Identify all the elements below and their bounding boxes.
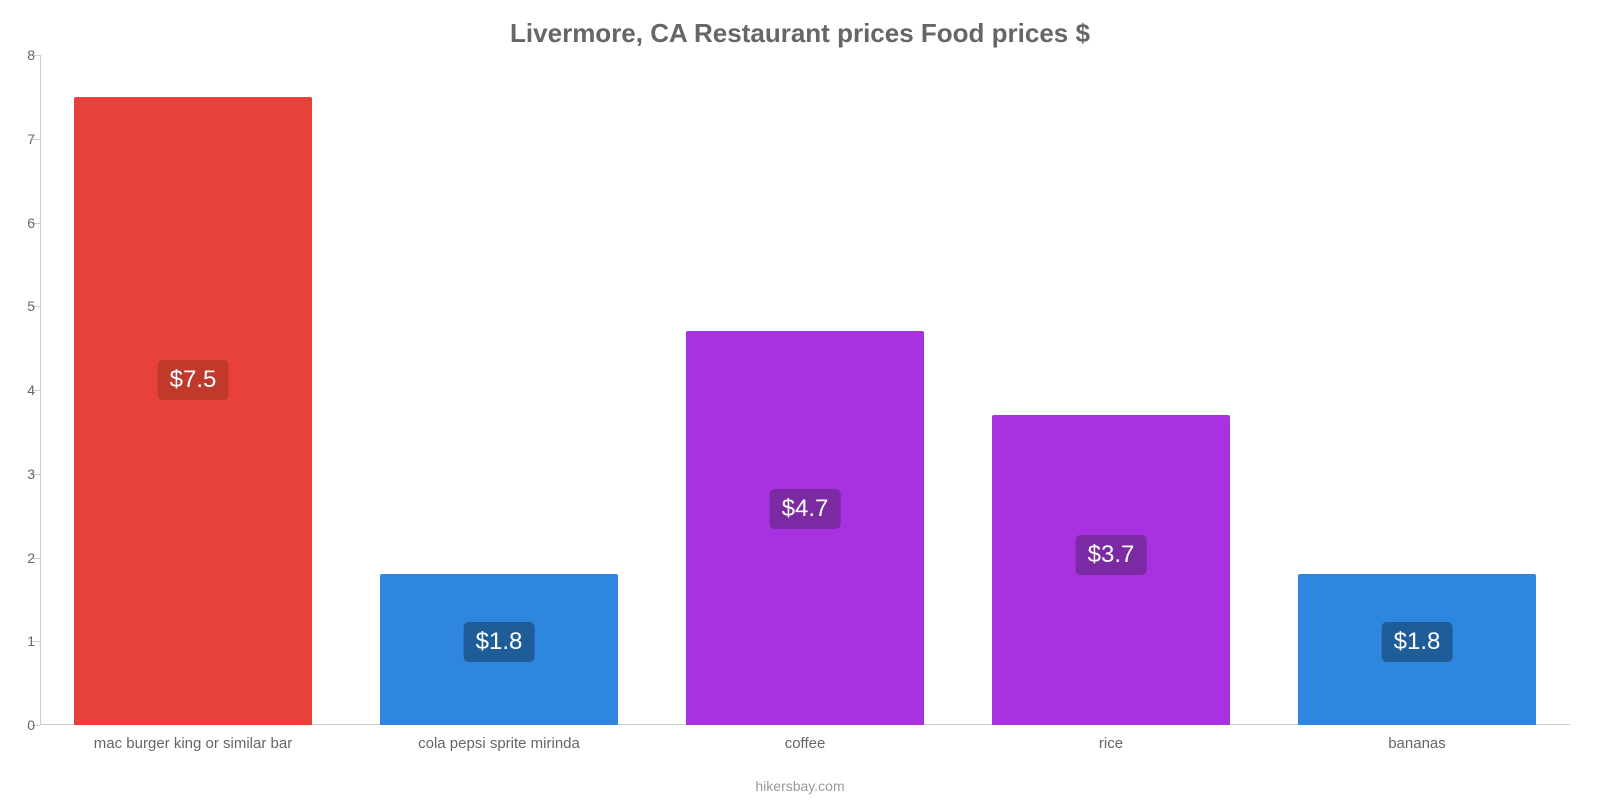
- y-tick-label: 4: [10, 382, 35, 398]
- category-label: bananas: [1388, 735, 1446, 752]
- bar-value-badge: $4.7: [770, 489, 841, 529]
- bar: $3.7: [992, 415, 1231, 725]
- bar: $7.5: [74, 97, 313, 725]
- y-tick-label: 7: [10, 131, 35, 147]
- category-label: mac burger king or similar bar: [94, 735, 292, 752]
- y-tick-label: 8: [10, 47, 35, 63]
- chart-title: Livermore, CA Restaurant prices Food pri…: [0, 0, 1600, 49]
- source-text: hikersbay.com: [755, 778, 844, 794]
- y-tick-label: 0: [10, 717, 35, 733]
- bar: $1.8: [1298, 574, 1537, 725]
- y-tick-label: 6: [10, 215, 35, 231]
- plot-area: 012345678$7.5mac burger king or similar …: [40, 55, 1570, 725]
- bar: $1.8: [380, 574, 619, 725]
- category-label: coffee: [785, 735, 826, 752]
- chart-container: Livermore, CA Restaurant prices Food pri…: [0, 0, 1600, 800]
- bar-value-badge: $3.7: [1076, 535, 1147, 575]
- bar-value-badge: $1.8: [464, 622, 535, 662]
- bar-value-badge: $1.8: [1382, 622, 1453, 662]
- y-axis-line: [40, 55, 41, 725]
- category-label: cola pepsi sprite mirinda: [418, 735, 580, 752]
- bar-value-badge: $7.5: [158, 360, 229, 400]
- y-tick-label: 1: [10, 633, 35, 649]
- y-tick-label: 2: [10, 550, 35, 566]
- y-tick-label: 5: [10, 298, 35, 314]
- y-tick-label: 3: [10, 466, 35, 482]
- bar: $4.7: [686, 331, 925, 725]
- category-label: rice: [1099, 735, 1123, 752]
